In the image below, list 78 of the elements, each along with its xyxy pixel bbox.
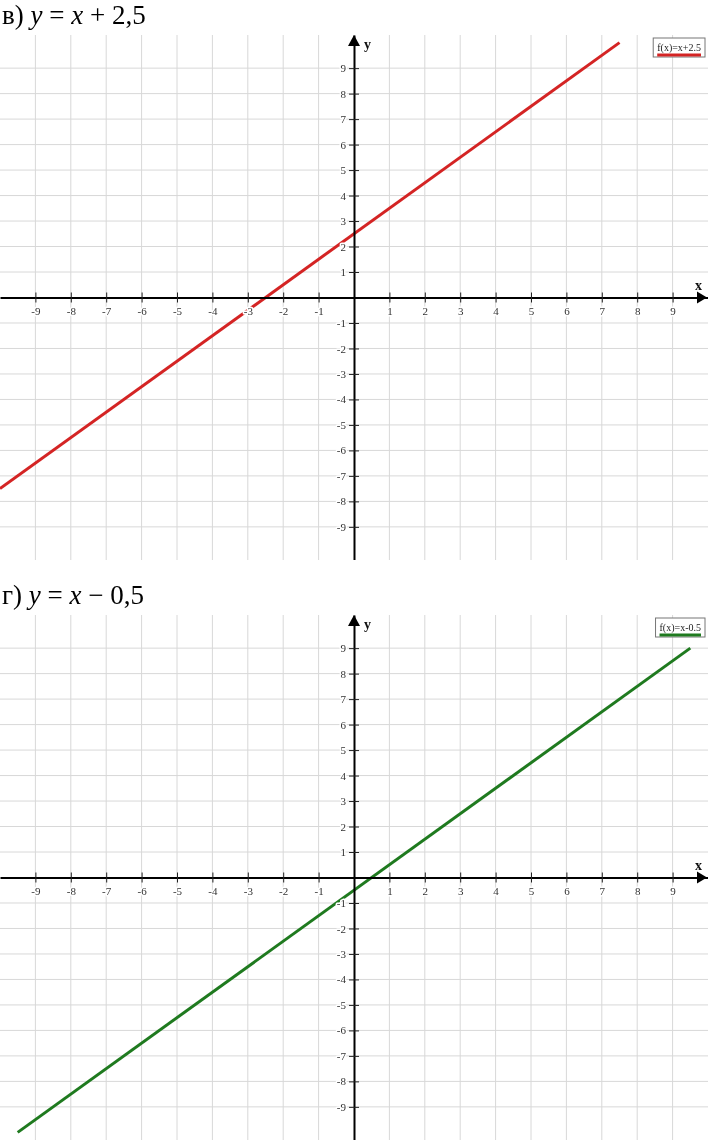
- y-axis-title: y: [364, 617, 371, 632]
- y-tick-label: 7: [340, 693, 347, 706]
- x-tick-label: -5: [172, 305, 183, 318]
- y-tick-label: 8: [340, 87, 347, 100]
- x-tick-label: -3: [243, 885, 254, 898]
- x-tick-label: 8: [634, 305, 641, 318]
- x-tick-label: 2: [422, 305, 429, 318]
- x-tick-label: 6: [564, 305, 571, 318]
- y-tick-label: 9: [340, 62, 347, 75]
- x-axis-title: x: [695, 857, 702, 873]
- y-tick-label: 8: [340, 667, 347, 680]
- y-tick-label: -8: [336, 495, 347, 508]
- text: f(x)=x+2.5: [657, 42, 701, 54]
- x-tick-label: -9: [31, 305, 41, 318]
- y-tick-label: -7: [336, 469, 347, 482]
- series-label: f(x)=x-0.5: [659, 622, 701, 634]
- x-tick-label: 6: [564, 885, 571, 898]
- y-tick-label: -4: [336, 393, 347, 406]
- x-tick-label: 2: [422, 885, 429, 898]
- x-tick-label: 7: [599, 885, 606, 898]
- x-tick-label: -6: [137, 305, 148, 318]
- x-tick-label: -2: [279, 885, 289, 898]
- y-tick-label: 2: [340, 820, 346, 833]
- x-tick-label: 8: [634, 885, 641, 898]
- y-tick-label: 4: [340, 189, 347, 202]
- x-tick-label: 4: [493, 885, 500, 898]
- x-tick-label: -6: [137, 885, 148, 898]
- y-tick-label: -3: [336, 947, 347, 960]
- x-tick-label: 1: [387, 305, 393, 318]
- x-tick-label: -1: [314, 305, 324, 318]
- y-tick-label: 5: [340, 744, 347, 757]
- y-tick-label: -2: [336, 922, 346, 935]
- y-tick-label: -7: [336, 1049, 347, 1062]
- x-tick-label: 4: [493, 305, 500, 318]
- y-tick-label: -3: [336, 367, 347, 380]
- y-tick-label: -9: [336, 1100, 347, 1113]
- y-tick-label: 6: [340, 138, 347, 151]
- y-tick-label: 5: [340, 164, 347, 177]
- x-tick-label: 9: [670, 885, 677, 898]
- y-tick-label: -6: [336, 444, 347, 457]
- x-tick-label: -8: [66, 885, 77, 898]
- y-tick-label: 2: [340, 240, 346, 253]
- x-tick-label: -5: [172, 885, 183, 898]
- chart-title: в) y = x + 2,5: [2, 0, 146, 30]
- y-tick-label: 3: [340, 795, 347, 808]
- y-tick-label: -1: [336, 317, 346, 330]
- x-tick-label: -9: [31, 885, 41, 898]
- y-tick-label: -6: [336, 1024, 347, 1037]
- y-tick-label: 4: [340, 769, 347, 782]
- y-tick-label: 1: [340, 846, 346, 859]
- x-axis-title: x: [695, 277, 702, 293]
- y-tick-label: 9: [340, 642, 347, 655]
- x-tick-label: -7: [102, 305, 112, 318]
- x-tick-label: 5: [528, 885, 535, 898]
- x-tick-label: 5: [528, 305, 535, 318]
- x-tick-label: -1: [314, 885, 324, 898]
- y-tick-label: 7: [340, 113, 347, 126]
- y-tick-label: 3: [340, 215, 347, 228]
- y-tick-label: -5: [336, 998, 347, 1011]
- y-tick-label: -5: [336, 418, 347, 431]
- x-tick-label: 7: [599, 305, 606, 318]
- x-tick-label: -2: [279, 305, 289, 318]
- y-tick-label: -4: [336, 973, 347, 986]
- x-tick-label: 9: [670, 305, 677, 318]
- x-tick-label: 3: [457, 885, 464, 898]
- y-tick-label: -8: [336, 1075, 347, 1088]
- x-tick-label: -4: [208, 305, 218, 318]
- x-tick-label: 1: [387, 885, 393, 898]
- x-tick-label: -4: [208, 885, 218, 898]
- x-tick-label: -8: [66, 305, 77, 318]
- y-tick-label: -9: [336, 520, 347, 533]
- chart-title: г) y = x − 0,5: [2, 580, 145, 610]
- x-tick-label: -7: [102, 885, 112, 898]
- y-tick-label: 6: [340, 718, 347, 731]
- y-tick-label: -2: [336, 342, 346, 355]
- x-tick-label: 3: [457, 305, 464, 318]
- y-tick-label: 1: [340, 266, 346, 279]
- y-axis-title: y: [364, 37, 371, 52]
